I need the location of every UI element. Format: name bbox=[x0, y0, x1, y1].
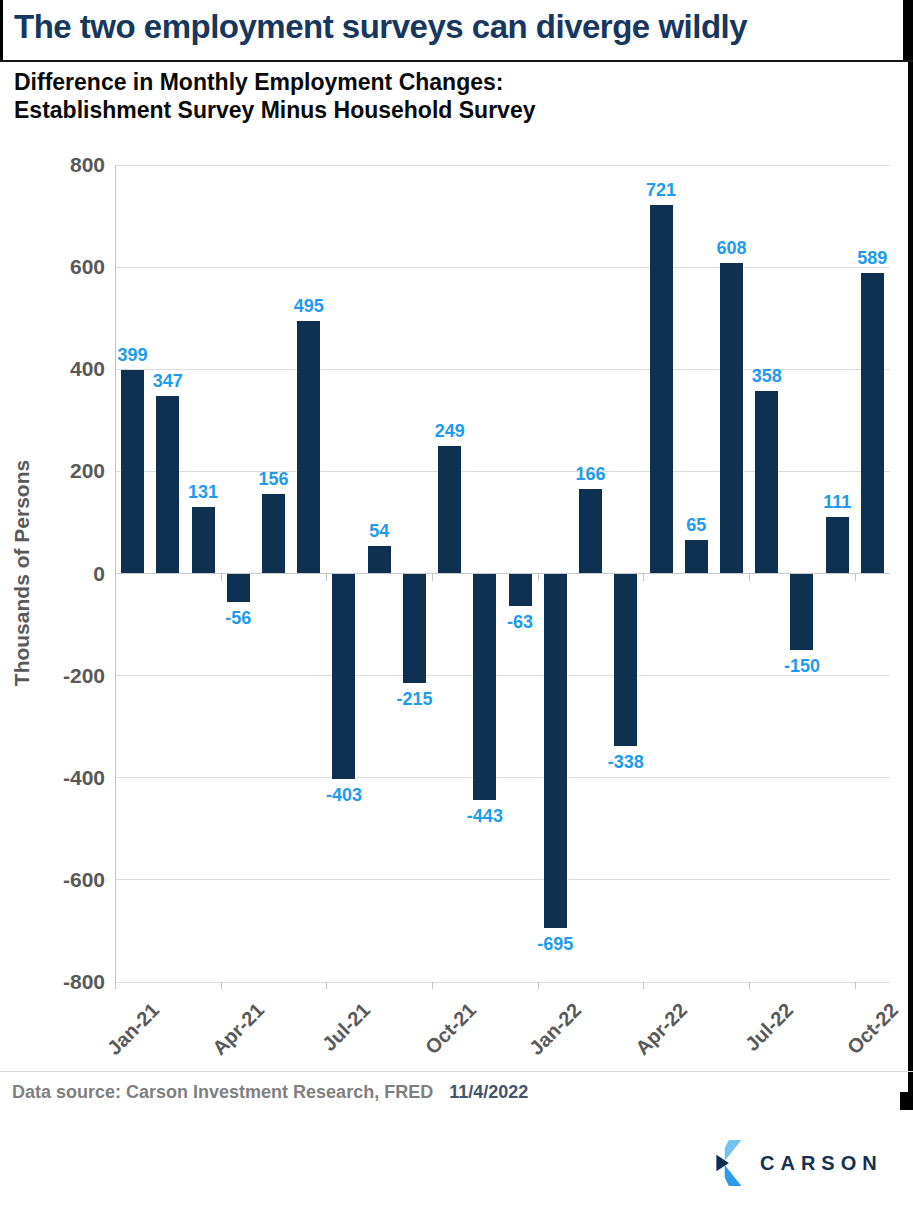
carson-logo: CARSON bbox=[716, 1140, 883, 1186]
bar-Apr-21 bbox=[227, 574, 250, 603]
y-tick-label: -600 bbox=[21, 869, 105, 891]
x-tick-label-Apr-22: Apr-22 bbox=[569, 998, 692, 1121]
footer-divider bbox=[0, 1071, 913, 1072]
right-border-bottom-segment bbox=[900, 1092, 913, 1110]
x-axis-tick bbox=[749, 574, 750, 581]
footer: Data source: Carson Investment Research,… bbox=[12, 1082, 528, 1103]
bar-label-Jul-21: -403 bbox=[304, 785, 384, 805]
bar-Oct-21 bbox=[438, 446, 461, 573]
bar-label-Apr-21: -56 bbox=[198, 608, 278, 628]
bar-chart: Thousands of Persons 8006004002000-200-4… bbox=[0, 0, 913, 1070]
x-axis-tick-bottom bbox=[221, 982, 222, 989]
y-tick-label: 800 bbox=[21, 154, 105, 176]
x-axis-tick bbox=[538, 574, 539, 581]
bar-May-21 bbox=[262, 494, 285, 574]
x-axis-tick bbox=[855, 574, 856, 581]
bar-Jun-22 bbox=[720, 263, 743, 573]
bar-Jul-21 bbox=[332, 574, 355, 780]
x-axis-tick-bottom bbox=[326, 982, 327, 989]
bar-Jan-21 bbox=[121, 370, 144, 574]
bar-Aug-21 bbox=[368, 546, 391, 574]
y-tick-label: 600 bbox=[21, 256, 105, 278]
bar-Jun-21 bbox=[297, 321, 320, 574]
bar-May-22 bbox=[685, 540, 708, 573]
x-axis-tick bbox=[432, 574, 433, 581]
x-tick-label-Jul-22: Jul-22 bbox=[675, 998, 798, 1121]
x-axis-tick-bottom bbox=[115, 982, 116, 989]
x-axis-tick bbox=[643, 574, 644, 581]
bar-Nov-21 bbox=[473, 574, 496, 800]
bar-Sep-22 bbox=[826, 517, 849, 574]
bar-Jul-22 bbox=[755, 391, 778, 574]
x-axis-tick-bottom bbox=[749, 982, 750, 989]
gridline--400 bbox=[115, 777, 890, 778]
bar-label-Jun-22: 608 bbox=[691, 238, 771, 258]
y-tick-label: -800 bbox=[21, 971, 105, 993]
bar-Feb-22 bbox=[579, 489, 602, 574]
bar-label-Aug-22: -150 bbox=[762, 656, 842, 676]
bar-Dec-21 bbox=[509, 574, 532, 606]
gridline-600 bbox=[115, 267, 890, 268]
x-axis-tick bbox=[221, 574, 222, 581]
x-axis-tick bbox=[326, 574, 327, 581]
bar-label-Jan-22: -695 bbox=[515, 934, 595, 954]
data-source-text: Data source: Carson Investment Research,… bbox=[12, 1082, 433, 1103]
y-tick-label: 0 bbox=[21, 563, 105, 585]
x-axis-tick-bottom bbox=[432, 982, 433, 989]
y-tick-label: 200 bbox=[21, 460, 105, 482]
bar-label-Feb-22: 166 bbox=[551, 464, 631, 484]
gridline--800 bbox=[115, 982, 890, 983]
bar-label-Aug-21: 54 bbox=[339, 521, 419, 541]
x-axis-tick bbox=[115, 574, 116, 581]
bar-label-Mar-21: 131 bbox=[163, 482, 243, 502]
bar-label-Oct-21: 249 bbox=[410, 421, 490, 441]
carson-logo-text: CARSON bbox=[760, 1152, 883, 1175]
bar-Mar-21 bbox=[192, 507, 215, 574]
carson-logo-icon bbox=[716, 1140, 746, 1186]
bar-label-Mar-22: -338 bbox=[586, 752, 666, 772]
bar-Jan-22 bbox=[544, 574, 567, 929]
bar-label-Oct-22: 589 bbox=[832, 248, 912, 268]
gridline-800 bbox=[115, 165, 890, 166]
bar-Aug-22 bbox=[790, 574, 813, 651]
bar-Mar-22 bbox=[614, 574, 637, 747]
bar-Sep-21 bbox=[403, 574, 426, 684]
bar-label-Feb-21: 347 bbox=[128, 371, 208, 391]
bar-label-Nov-21: -443 bbox=[445, 806, 525, 826]
bar-label-Jan-21: 399 bbox=[93, 345, 173, 365]
bar-label-Jun-21: 495 bbox=[269, 296, 349, 316]
bar-Oct-22 bbox=[861, 273, 884, 574]
y-tick-label: -200 bbox=[21, 665, 105, 687]
chart-page: { "header": { "title": "The two employme… bbox=[0, 0, 913, 1210]
gridline--600 bbox=[115, 879, 890, 880]
y-tick-label: -400 bbox=[21, 767, 105, 789]
x-axis-tick-bottom bbox=[643, 982, 644, 989]
footer-date: 11/4/2022 bbox=[449, 1082, 528, 1103]
bar-label-Apr-22: 721 bbox=[621, 180, 701, 200]
x-tick-label-Oct-22: Oct-22 bbox=[780, 998, 903, 1121]
x-axis-tick-bottom bbox=[538, 982, 539, 989]
bar-label-Sep-21: -215 bbox=[374, 689, 454, 709]
bar-label-Jul-22: 358 bbox=[727, 366, 807, 386]
x-axis-tick-bottom bbox=[855, 982, 856, 989]
